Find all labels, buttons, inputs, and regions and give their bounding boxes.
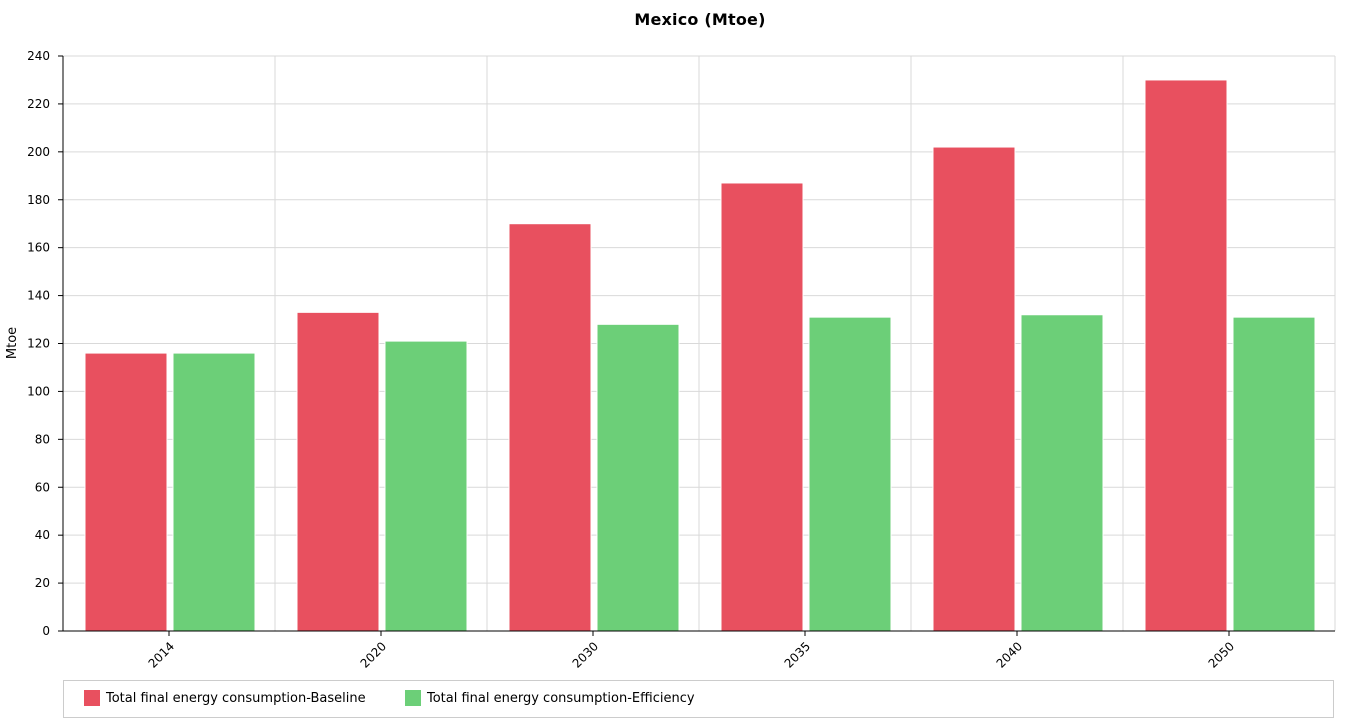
y-tick-label: 40 xyxy=(35,528,50,542)
chart-title: Mexico (Mtoe) xyxy=(634,10,766,29)
y-tick-labels: 0 20 40 60 80 100 120 140 160 180 200 220 240 xyxy=(27,49,50,638)
bar-baseline-2014[interactable] xyxy=(84,352,168,632)
legend-label-baseline: Total final energy consumption-Baseline xyxy=(106,690,366,706)
x-tick-label: 2040 xyxy=(994,639,1025,670)
y-tick-label: 120 xyxy=(27,337,50,351)
x-tick-labels: 2014 2020 2030 2035 2040 2050 xyxy=(146,639,1237,670)
y-tick-label: 220 xyxy=(27,97,50,111)
legend-swatch-efficiency xyxy=(405,690,421,706)
bar-efficiency-2014[interactable] xyxy=(172,352,256,632)
x-tick-label: 2035 xyxy=(782,639,813,670)
bar-efficiency-2040[interactable] xyxy=(1020,314,1104,632)
bar-efficiency-2035[interactable] xyxy=(808,316,892,632)
y-tick-label: 80 xyxy=(35,432,50,446)
y-tick-label: 200 xyxy=(27,145,50,159)
bar-baseline-2030[interactable] xyxy=(508,223,592,632)
legend-item-efficiency[interactable]: Total final energy consumption-Efficienc… xyxy=(405,690,695,706)
bar-efficiency-2020[interactable] xyxy=(384,340,468,632)
axes xyxy=(58,55,1335,636)
x-tick-label: 2030 xyxy=(570,639,601,670)
y-tick-label: 160 xyxy=(27,241,50,255)
y-tick-label: 20 xyxy=(35,576,50,590)
x-tick-label: 2050 xyxy=(1206,639,1237,670)
y-tick-label: 60 xyxy=(35,480,50,494)
gridlines xyxy=(63,55,1336,632)
bar-baseline-2035[interactable] xyxy=(720,182,804,632)
x-tick-label: 2014 xyxy=(146,639,177,670)
bar-efficiency-2030[interactable] xyxy=(596,323,680,632)
y-tick-label: 0 xyxy=(42,624,50,638)
legend-item-baseline[interactable]: Total final energy consumption-Baseline xyxy=(84,690,366,706)
x-tick-label: 2020 xyxy=(358,639,389,670)
legend-swatch-baseline xyxy=(84,690,100,706)
y-tick-label: 140 xyxy=(27,289,50,303)
legend: Total final energy consumption-Baseline … xyxy=(63,680,1334,718)
bar-baseline-2020[interactable] xyxy=(296,311,380,632)
y-axis-title: Mtoe xyxy=(5,327,20,359)
bar-efficiency-2050[interactable] xyxy=(1232,316,1316,632)
bar-baseline-2050[interactable] xyxy=(1144,79,1228,632)
legend-label-efficiency: Total final energy consumption-Efficienc… xyxy=(427,690,695,706)
y-tick-label: 100 xyxy=(27,384,50,398)
y-tick-label: 180 xyxy=(27,193,50,207)
y-tick-label: 240 xyxy=(27,49,50,63)
bar-baseline-2040[interactable] xyxy=(932,146,1016,632)
bars xyxy=(84,79,1316,632)
